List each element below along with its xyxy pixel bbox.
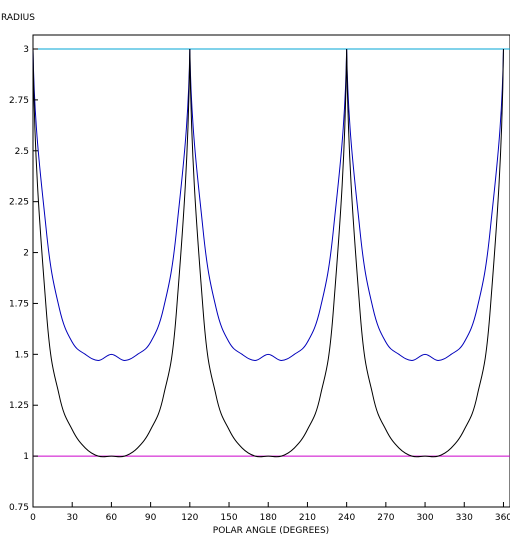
- x-tick-label: 90: [145, 513, 157, 523]
- plot-frame: [32, 34, 510, 508]
- x-tick-label: 300: [416, 513, 433, 523]
- y-tick-label: 2.5: [15, 147, 29, 157]
- x-tick-label: 180: [260, 513, 277, 523]
- y-tick-label: 1.75: [9, 299, 29, 309]
- y-tick-label: 3: [23, 45, 29, 55]
- y-tick-label: 2: [23, 249, 29, 259]
- x-tick-label: 120: [181, 513, 198, 523]
- series-line-3: [32, 48, 504, 458]
- series-line-2: [32, 48, 504, 361]
- x-tick-label: 30: [66, 513, 78, 523]
- x-tick-label: 210: [299, 513, 316, 523]
- x-tick-label: 0: [30, 513, 36, 523]
- x-tick-label: 270: [377, 513, 394, 523]
- y-tick-label: 2.25: [9, 198, 29, 208]
- y-tick-label: 1.25: [9, 401, 29, 411]
- x-tick-label: 150: [220, 513, 237, 523]
- x-tick-label: 60: [106, 513, 118, 523]
- y-tick-label: 1: [23, 452, 29, 462]
- x-axis-ticks: 0 30 60 90 120 150 180 210 240 270 300 330 360: [30, 502, 510, 523]
- x-tick-label: 240: [338, 513, 355, 523]
- y-tick-label: 2.75: [9, 96, 29, 106]
- x-tick-label: 330: [456, 513, 473, 523]
- y-axis-ticks: 0.75 1 1.25 1.5 1.75 2 2.25 2.5 2.75 3: [9, 45, 38, 513]
- y-tick-label: 1.5: [15, 350, 29, 360]
- x-tick-label: 360: [495, 513, 510, 523]
- x-axis-label: POLAR ANGLE (DEGREES): [213, 526, 329, 535]
- y-axis-label: RADIUS: [1, 13, 35, 23]
- series-layer: [32, 48, 510, 458]
- y-tick-label: 0.75: [9, 503, 29, 513]
